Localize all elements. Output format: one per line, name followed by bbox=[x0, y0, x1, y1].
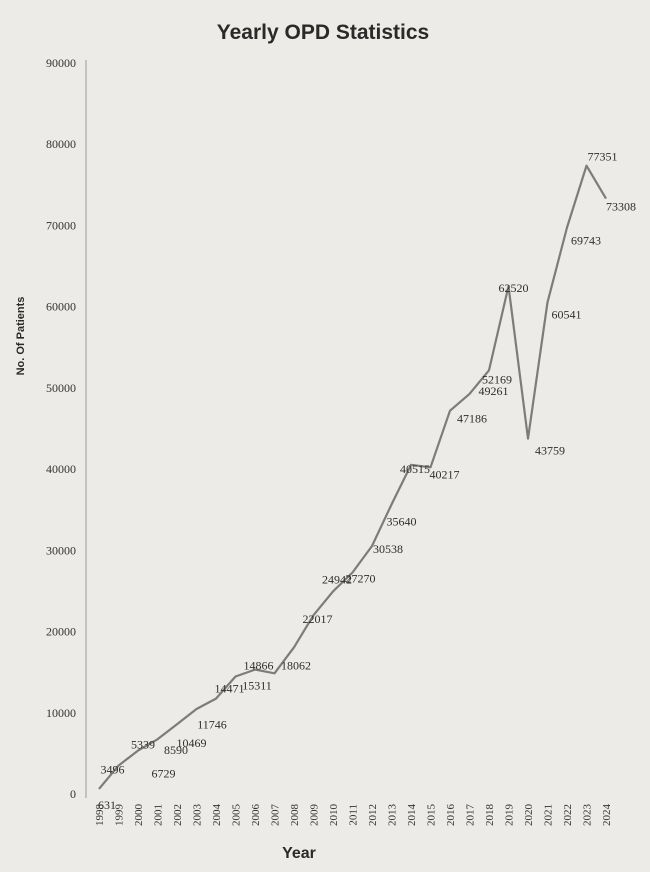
data-label: 52169 bbox=[482, 372, 512, 386]
x-tick-labels: 1998 1999 2000 2001 2002 2003 2004 2005 2006 2007… bbox=[94, 804, 613, 827]
x-tick-label: 2020 bbox=[523, 804, 535, 827]
x-tick-label: 2008 bbox=[289, 804, 301, 827]
x-tick-label: 2022 bbox=[562, 804, 574, 826]
data-label: 40217 bbox=[430, 467, 460, 481]
data-label: 631 bbox=[98, 798, 116, 812]
x-tick-label: 1999 bbox=[114, 804, 126, 827]
y-tick-label: 80000 bbox=[46, 137, 76, 151]
data-label: 40515 bbox=[400, 462, 430, 476]
data-label: 15311 bbox=[242, 679, 272, 693]
data-label: 27270 bbox=[346, 572, 376, 586]
data-label: 30538 bbox=[373, 542, 403, 556]
data-label: 8590 bbox=[164, 743, 188, 757]
data-label: 11746 bbox=[197, 718, 227, 732]
y-axis-label: No. Of Patients bbox=[15, 297, 27, 376]
x-tick-label: 2012 bbox=[367, 804, 379, 826]
data-label: 60541 bbox=[552, 307, 582, 321]
x-tick-label: 2009 bbox=[309, 804, 321, 827]
x-tick-label: 2019 bbox=[504, 804, 516, 827]
x-tick-label: 2016 bbox=[445, 804, 457, 827]
x-tick-label: 2006 bbox=[250, 804, 262, 827]
series-line bbox=[98, 164, 607, 790]
x-tick-label: 2023 bbox=[582, 804, 594, 827]
data-label: 73308 bbox=[606, 200, 636, 214]
data-label: 10469 bbox=[177, 736, 207, 750]
y-tick-labels: 0 10000 20000 30000 40000 50000 60000 70000 8000… bbox=[46, 56, 76, 801]
x-tick-label: 2018 bbox=[484, 804, 496, 827]
data-label: 43759 bbox=[535, 444, 565, 458]
y-tick-label: 70000 bbox=[46, 218, 76, 232]
x-tick-label: 2001 bbox=[153, 804, 165, 826]
y-tick-label: 40000 bbox=[46, 462, 76, 476]
x-tick-label: 2007 bbox=[270, 804, 282, 827]
x-tick-label: 2014 bbox=[406, 804, 418, 827]
data-label: 3496 bbox=[101, 763, 125, 777]
x-tick-label: 2000 bbox=[133, 804, 145, 827]
x-tick-label: 2021 bbox=[543, 804, 555, 826]
data-label: 69743 bbox=[571, 234, 601, 248]
data-label: 14471 bbox=[215, 682, 245, 696]
data-label: 77351 bbox=[588, 150, 618, 164]
x-tick-label: 2013 bbox=[387, 804, 399, 827]
data-label: 22017 bbox=[303, 612, 333, 626]
x-tick-label: 2005 bbox=[231, 804, 243, 827]
y-tick-label: 30000 bbox=[46, 543, 76, 557]
data-label: 35640 bbox=[387, 515, 417, 529]
data-label: 24942 bbox=[322, 572, 352, 586]
y-tick-label: 10000 bbox=[46, 706, 76, 720]
x-tick-label: 1998 bbox=[94, 804, 106, 827]
x-tick-label: 2015 bbox=[426, 804, 438, 827]
data-label: 62520 bbox=[499, 281, 529, 295]
x-tick-label: 2010 bbox=[328, 804, 340, 827]
data-label: 14866 bbox=[244, 658, 274, 672]
data-label: 18062 bbox=[281, 658, 311, 672]
y-tick-label: 50000 bbox=[46, 381, 76, 395]
y-tick-label: 60000 bbox=[46, 300, 76, 314]
y-tick-label: 90000 bbox=[46, 56, 76, 70]
x-tick-label: 2024 bbox=[601, 804, 613, 827]
x-tick-label: 2004 bbox=[211, 804, 223, 827]
chart-title: Yearly OPD Statistics bbox=[217, 21, 429, 44]
data-label: 6729 bbox=[152, 766, 176, 780]
x-tick-label: 2002 bbox=[172, 804, 184, 826]
x-axis-label: Year bbox=[282, 845, 316, 862]
x-tick-label: 2017 bbox=[465, 804, 477, 827]
data-label: 47186 bbox=[457, 412, 487, 426]
x-tick-label: 2003 bbox=[192, 804, 204, 827]
y-tick-label: 0 bbox=[70, 787, 76, 801]
data-label: 49261 bbox=[479, 384, 509, 398]
x-tick-label: 2011 bbox=[348, 804, 360, 826]
y-tick-label: 20000 bbox=[46, 625, 76, 639]
data-label: 5339 bbox=[131, 738, 155, 752]
